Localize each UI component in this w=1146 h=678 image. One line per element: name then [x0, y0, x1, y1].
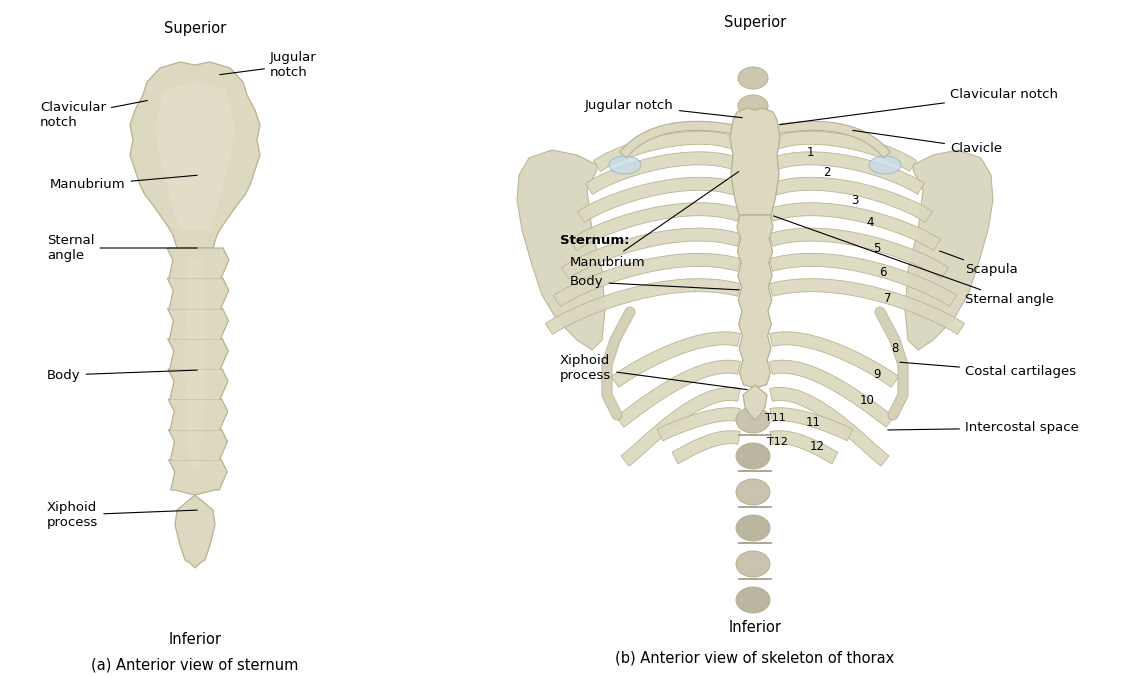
- Text: 6: 6: [879, 266, 887, 279]
- Polygon shape: [770, 360, 894, 427]
- Polygon shape: [620, 121, 738, 158]
- Polygon shape: [770, 387, 889, 466]
- Polygon shape: [129, 62, 260, 248]
- Polygon shape: [672, 431, 740, 464]
- Polygon shape: [768, 132, 917, 172]
- Polygon shape: [578, 178, 741, 222]
- Polygon shape: [621, 387, 740, 466]
- Text: Inferior: Inferior: [729, 620, 782, 635]
- Polygon shape: [769, 178, 933, 222]
- Text: Sternal
angle: Sternal angle: [47, 234, 197, 262]
- Text: Clavicular notch: Clavicular notch: [779, 89, 1058, 125]
- Text: 5: 5: [873, 241, 880, 254]
- Polygon shape: [737, 215, 774, 388]
- Text: Body: Body: [47, 369, 197, 382]
- Ellipse shape: [736, 479, 770, 505]
- Polygon shape: [769, 254, 957, 306]
- Polygon shape: [617, 360, 740, 427]
- Polygon shape: [586, 152, 741, 195]
- Text: Manubrium: Manubrium: [50, 175, 197, 191]
- Polygon shape: [570, 203, 741, 250]
- Polygon shape: [769, 152, 925, 195]
- Ellipse shape: [738, 151, 768, 173]
- Polygon shape: [743, 385, 767, 420]
- Polygon shape: [611, 332, 740, 387]
- Text: 3: 3: [851, 193, 858, 207]
- Text: Superior: Superior: [164, 20, 226, 35]
- Text: Superior: Superior: [724, 14, 786, 30]
- Polygon shape: [769, 203, 941, 250]
- Text: Scapula: Scapula: [940, 251, 1018, 277]
- Text: Sternal angle: Sternal angle: [774, 216, 1054, 306]
- Text: (a) Anterior view of sternum: (a) Anterior view of sternum: [92, 658, 299, 673]
- Polygon shape: [155, 82, 235, 230]
- Text: 4: 4: [866, 216, 873, 228]
- Text: 10: 10: [860, 393, 874, 407]
- Text: 12: 12: [809, 439, 824, 452]
- Ellipse shape: [736, 515, 770, 541]
- Polygon shape: [769, 228, 949, 279]
- Ellipse shape: [609, 156, 641, 174]
- Ellipse shape: [736, 587, 770, 613]
- Text: 2: 2: [823, 165, 831, 178]
- Text: Xiphoid
process: Xiphoid process: [47, 501, 197, 529]
- Text: T12: T12: [767, 437, 787, 447]
- Polygon shape: [770, 431, 838, 464]
- Polygon shape: [657, 407, 740, 441]
- Text: Jugular
notch: Jugular notch: [220, 51, 316, 79]
- Polygon shape: [175, 495, 215, 568]
- Text: Costal cartilages: Costal cartilages: [900, 362, 1076, 378]
- Polygon shape: [554, 254, 740, 306]
- Text: Xiphoid
process: Xiphoid process: [560, 354, 747, 390]
- Ellipse shape: [736, 407, 770, 433]
- Polygon shape: [545, 279, 740, 334]
- Polygon shape: [772, 121, 890, 158]
- Polygon shape: [167, 248, 229, 495]
- Ellipse shape: [869, 156, 901, 174]
- Text: 8: 8: [892, 342, 898, 355]
- Text: 11: 11: [806, 416, 821, 429]
- Ellipse shape: [738, 123, 768, 145]
- Polygon shape: [594, 132, 741, 172]
- Ellipse shape: [736, 443, 770, 469]
- Text: (b) Anterior view of skeleton of thorax: (b) Anterior view of skeleton of thorax: [615, 650, 895, 666]
- Text: Body: Body: [570, 275, 739, 290]
- Text: Manubrium: Manubrium: [570, 172, 739, 268]
- Text: Jugular notch: Jugular notch: [584, 98, 743, 118]
- Polygon shape: [770, 407, 853, 441]
- Ellipse shape: [738, 95, 768, 117]
- Polygon shape: [769, 279, 965, 334]
- Text: 1: 1: [807, 146, 814, 159]
- Polygon shape: [905, 150, 992, 350]
- Text: Sternum:: Sternum:: [560, 233, 629, 247]
- Ellipse shape: [736, 551, 770, 577]
- Polygon shape: [730, 108, 780, 215]
- Text: Intercostal space: Intercostal space: [888, 422, 1078, 435]
- Ellipse shape: [738, 67, 768, 89]
- Text: T11: T11: [764, 413, 785, 423]
- Text: 7: 7: [885, 292, 892, 304]
- Text: Clavicle: Clavicle: [853, 130, 1002, 155]
- Text: 9: 9: [873, 369, 881, 382]
- Polygon shape: [769, 332, 898, 387]
- Text: Inferior: Inferior: [168, 633, 221, 647]
- Text: Clavicular
notch: Clavicular notch: [40, 100, 148, 129]
- Polygon shape: [517, 150, 605, 350]
- Polygon shape: [562, 228, 740, 279]
- Polygon shape: [185, 258, 205, 470]
